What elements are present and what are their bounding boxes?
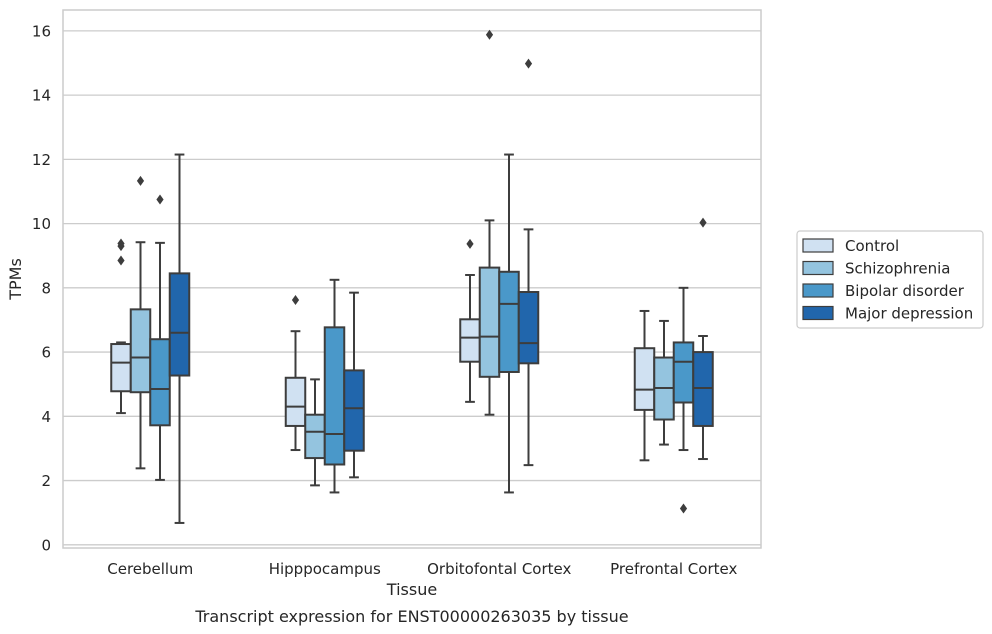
box-bipolar-disorder [672, 286, 695, 514]
legend-label: Bipolar disorder [845, 282, 965, 300]
box-major-depression [517, 58, 540, 467]
box-bipolar-disorder [498, 153, 520, 494]
x-tick-label: Hipppocampus [269, 560, 381, 578]
x-tick-label: Prefrontal Cortex [610, 560, 737, 578]
box-schizophrenia [653, 319, 675, 446]
outlier-point [679, 503, 688, 514]
legend-label: Major depression [845, 305, 973, 323]
legend-item: Bipolar disorder [802, 282, 965, 300]
box-iqr [304, 413, 326, 460]
legend-frame [796, 230, 984, 329]
y-tick-label: 12 [32, 151, 51, 169]
legend-swatch [802, 283, 834, 298]
x-axis: Cerebellum Hipppocampus Orbitofontal Corte… [107, 560, 737, 578]
y-tick-label: 16 [32, 22, 51, 40]
box-iqr [459, 318, 481, 363]
box-bipolar-disorder [149, 194, 171, 481]
box-bipolar-disorder [323, 278, 346, 494]
outlier-point [524, 58, 533, 69]
plot-frame [62, 9, 762, 549]
chart-title: Transcript expression for ENST0000026303… [194, 607, 628, 626]
outlier-point [485, 29, 494, 40]
legend: Control Schizophrenia Bipolar disorder Majo… [796, 230, 984, 329]
box-control [284, 295, 307, 452]
x-tick-label: Cerebellum [107, 560, 193, 578]
box-major-depression [343, 291, 365, 479]
x-tick-label: Orbitofontal Cortex [427, 560, 571, 578]
box-schizophrenia [129, 175, 152, 470]
legend-item: Control [802, 237, 899, 255]
box-major-depression [692, 217, 714, 461]
y-tick-label: 8 [41, 279, 51, 297]
box-iqr [517, 291, 540, 365]
box-iqr [633, 347, 656, 411]
legend-label: Control [845, 237, 899, 255]
box-iqr [323, 326, 346, 466]
box-iqr [168, 272, 191, 377]
box-iqr [110, 343, 132, 393]
box-control [110, 238, 132, 415]
y-axis-label: TPMs [6, 258, 25, 301]
box-iqr [498, 270, 520, 373]
y-tick-label: 6 [41, 344, 51, 362]
legend-item: Major depression [802, 305, 973, 323]
y-tick-label: 2 [41, 472, 51, 490]
box-iqr [284, 376, 307, 427]
legend-swatch [802, 305, 834, 321]
box-control [633, 309, 656, 462]
box-iqr [149, 338, 171, 427]
outlier-point [699, 217, 707, 228]
outlier-point [136, 175, 145, 186]
box-schizophrenia [478, 29, 501, 416]
box-schizophrenia [304, 378, 326, 487]
x-axis-label: Tissue [386, 580, 437, 599]
y-tick-label: 14 [32, 87, 51, 105]
outlier-point [117, 255, 125, 266]
box-groups [110, 29, 714, 524]
box-iqr [672, 341, 695, 404]
box-iqr [478, 266, 501, 378]
outlier-point [291, 295, 300, 306]
y-tick-label: 4 [41, 408, 51, 426]
outlier-point [156, 194, 164, 205]
outlier-point [466, 238, 474, 249]
y-tick-label: 0 [41, 536, 51, 554]
legend-swatch [802, 260, 834, 276]
legend-item: Schizophrenia [802, 260, 950, 278]
gridlines [63, 30, 761, 546]
outlier-point [117, 238, 125, 249]
box-major-depression [168, 153, 191, 524]
y-tick-label: 10 [32, 215, 51, 233]
legend-swatch [802, 238, 834, 253]
box-control [459, 238, 481, 403]
box-iqr [129, 308, 152, 394]
y-axis: 0 2 4 6 8 10 12 14 16 [32, 22, 51, 554]
box-iqr [343, 369, 365, 452]
legend-label: Schizophrenia [845, 260, 950, 278]
